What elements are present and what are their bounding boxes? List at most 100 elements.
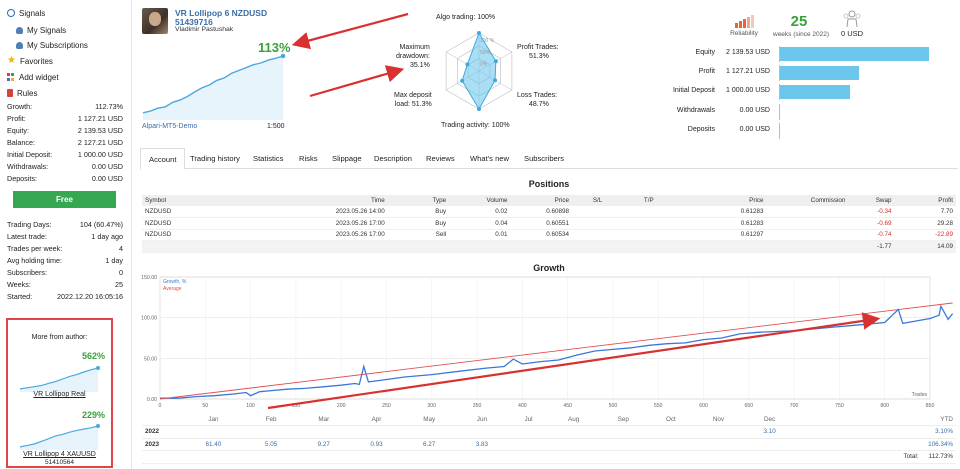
table-cell xyxy=(508,450,549,464)
table-cell xyxy=(297,450,351,464)
month-header: Apr xyxy=(350,413,403,426)
x-tick-label: 150 xyxy=(292,403,301,409)
stat-label: Trades per week: xyxy=(7,244,63,253)
table-cell: NZDUSD xyxy=(142,229,296,241)
stat-label: Subscribers: xyxy=(7,268,47,277)
header-chart-line xyxy=(142,55,284,114)
nav-label: Rules xyxy=(17,88,38,98)
y-tick-label: 50.00 xyxy=(144,356,157,362)
stat-value: 0.00 USD xyxy=(91,174,123,183)
free-button[interactable]: Free xyxy=(13,191,116,208)
nav-signals[interactable]: Signals xyxy=(7,7,45,19)
month-value xyxy=(743,438,796,451)
nav-my-signals[interactable]: My Signals xyxy=(16,24,66,36)
summary-bar-label: Initial Deposit xyxy=(672,87,715,95)
tab-subscribers[interactable]: Subscribers xyxy=(524,154,565,163)
tab-account[interactable]: Account xyxy=(140,148,186,170)
month-value xyxy=(350,425,403,439)
more-from-author-box: More from author: 562% VR Lollipop Real … xyxy=(6,318,113,468)
author-signal-card[interactable]: 562% VR Lollipop Real xyxy=(8,348,111,404)
stat-value: 4 xyxy=(119,244,123,253)
column-header: Price xyxy=(510,195,572,206)
plot-area xyxy=(159,276,931,400)
month-header: Dec xyxy=(743,413,796,426)
stat-row: Weeks: 25 xyxy=(7,280,123,291)
stat-value: 1 127.21 USD xyxy=(77,114,123,123)
table-cell xyxy=(623,229,675,241)
signals-icon xyxy=(7,9,15,17)
stat-row: Trading Days: 104 (60.47%) xyxy=(7,220,123,231)
author-signal-card[interactable]: 229% VR Lollipop 4 XAUUSD 51410564 xyxy=(8,408,111,468)
nav-rules[interactable]: Rules xyxy=(7,87,37,99)
table-cell: Buy xyxy=(387,206,450,218)
month-value xyxy=(693,425,744,439)
summary-bar-value: 1 000.00 USD xyxy=(726,87,770,95)
signal-name[interactable]: VR Lollipop 6 NZDUSD xyxy=(175,8,268,18)
stat-label: Latest trade: xyxy=(7,232,47,241)
table-cell: 0.01 xyxy=(449,229,511,241)
year-label: 2022 xyxy=(142,425,182,439)
nav-label: Signals xyxy=(19,8,46,18)
positions-table: Symbol Time Type Volume Price S/L T/P Price Comm… xyxy=(142,195,956,253)
x-tick-label: 200 xyxy=(337,403,346,409)
nav-my-subscriptions[interactable]: My Subscriptions xyxy=(16,39,88,51)
table-row: NZDUSD 2023.05.26 14:00 Buy 0.02 0.60898 0.61… xyxy=(142,206,956,218)
column-header: Price xyxy=(674,195,767,206)
radar-chart: 100 % 50% 0% xyxy=(445,31,513,111)
stat-row: Avg holding time: 1 day xyxy=(7,256,123,267)
avatar[interactable] xyxy=(142,8,168,34)
stat-row: Initial Deposit: 1 000.00 USD xyxy=(7,150,123,161)
tab-description[interactable]: Description xyxy=(374,154,412,163)
radar-label-value: 48.7% xyxy=(529,101,549,108)
annotation-arrow xyxy=(309,65,405,98)
table-cell xyxy=(455,450,509,464)
table-cell xyxy=(571,240,624,253)
radar-deposit-load-label: Max deposit load: 51.3% xyxy=(394,91,432,109)
table-cell: 2023.05.26 17:00 xyxy=(295,229,388,241)
stat-label: Started: xyxy=(7,292,33,301)
tab-what-s-new[interactable]: What's new xyxy=(470,154,510,163)
month-value: 0.93 xyxy=(350,438,403,451)
table-cell xyxy=(142,240,296,253)
stat-row: Subscribers: 0 xyxy=(7,268,123,279)
author-name[interactable]: Vladimir Pastushak xyxy=(175,26,234,33)
radar-algo-label: Algo trading: 100% xyxy=(436,14,496,21)
mini-signal-name[interactable]: VR Lollipop Real xyxy=(33,391,86,398)
month-value xyxy=(598,438,649,451)
month-header: Feb xyxy=(244,413,298,426)
stat-row: Started: 2022.12.20 16:05:16 xyxy=(7,292,123,303)
table-cell xyxy=(766,217,849,230)
month-header: Mar xyxy=(297,413,351,426)
stat-label: Trading Days: xyxy=(7,220,52,229)
month-value xyxy=(693,438,744,451)
table-cell: -0.74 xyxy=(848,229,895,241)
broker-server[interactable]: Alpari-MT5-Demo xyxy=(142,123,198,130)
table-cell: 2023.05.26 14:00 xyxy=(295,206,388,218)
summary-bar-label: Profit xyxy=(698,68,715,76)
month-header: Sep xyxy=(598,413,649,426)
table-cell xyxy=(674,240,767,253)
x-axis-trades-label: Trades xyxy=(912,392,928,398)
year-row: 2022 3.10 3.10% xyxy=(142,425,956,439)
stat-label: Balance: xyxy=(7,138,35,147)
tab-reviews[interactable]: Reviews xyxy=(426,154,455,163)
reliability-label: Reliability xyxy=(730,30,758,37)
table-cell xyxy=(623,217,675,230)
table-cell xyxy=(142,450,182,464)
month-header: Jul xyxy=(508,413,549,426)
tab-slippage[interactable]: Slippage xyxy=(332,154,362,163)
tab-statistics[interactable]: Statistics xyxy=(253,154,284,163)
signal-number: 51439716 xyxy=(175,17,213,27)
mini-chart-line xyxy=(20,367,99,390)
x-tick-label: 800 xyxy=(880,403,889,409)
stat-value: 112.73% xyxy=(95,102,123,111)
total-profit: 14.09 xyxy=(894,240,956,253)
sidebar: Signals My Signals My Subscriptions ★ Fa… xyxy=(0,0,132,469)
tab-trading-history[interactable]: Trading history xyxy=(190,154,240,163)
nav-add-widget[interactable]: Add widget xyxy=(7,71,59,83)
y-tick-label: 0.00 xyxy=(147,397,157,403)
tab-risks[interactable]: Risks xyxy=(299,154,318,163)
stat-row: Deposits: 0.00 USD xyxy=(7,174,123,185)
mini-signal-name[interactable]: VR Lollipop 4 XAUUSD xyxy=(23,451,96,458)
nav-favorites[interactable]: ★ Favorites xyxy=(7,55,53,67)
